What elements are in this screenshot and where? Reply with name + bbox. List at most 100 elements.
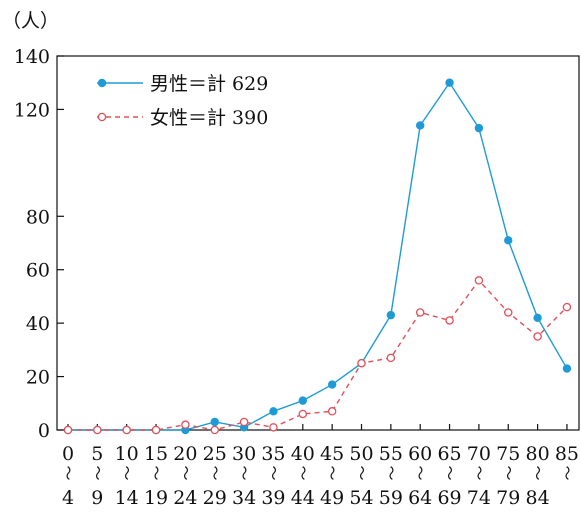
data-point-female: [298, 409, 308, 419]
data-point-female: [562, 302, 572, 312]
x-tick-label-start: 45: [320, 443, 344, 465]
x-tick-range-mark: 〜: [470, 465, 488, 480]
data-point-female: [93, 425, 102, 435]
series-line-female: [68, 279, 568, 431]
x-tick-label-end: 19: [144, 487, 168, 509]
x-tick-label-end: 74: [467, 487, 491, 509]
x-tick-label-end: 14: [115, 487, 139, 509]
x-tick-label-start: 65: [437, 443, 461, 465]
x-tick-range-mark: 〜: [59, 465, 77, 480]
data-point-male: [445, 78, 454, 87]
data-point-female: [327, 407, 337, 416]
data-point-female: [269, 423, 278, 432]
data-point-male: [562, 364, 572, 373]
series-line-male: [68, 81, 568, 431]
y-tick-label: 80: [26, 206, 50, 228]
x-tick-range-mark: 〜: [323, 465, 341, 480]
y-tick-label: 20: [26, 367, 50, 389]
x-tick-label-start: 75: [496, 443, 520, 465]
data-point-male: [474, 123, 484, 133]
x-tick-label-end: 9: [91, 487, 103, 509]
x-axis: 0〜45〜910〜1415〜1920〜2425〜2930〜3435〜3940〜4…: [59, 424, 579, 509]
x-tick-label-start: 30: [232, 443, 256, 465]
x-tick-label-start: 25: [203, 443, 227, 465]
y-tick-label: 40: [26, 313, 50, 335]
x-tick-range-mark: 〜: [206, 465, 224, 480]
data-point-female: [474, 276, 484, 285]
x-tick-label-start: 15: [144, 443, 168, 465]
x-tick-label-start: 0: [62, 443, 74, 465]
x-tick-range-mark: 〜: [88, 465, 106, 480]
x-tick-label-start: 70: [467, 443, 491, 465]
x-tick-label-end: 69: [437, 487, 461, 509]
x-tick-label-end: 59: [379, 487, 403, 509]
x-tick-label-start: 85: [555, 443, 579, 465]
data-point-female: [239, 417, 249, 427]
x-tick-range-mark: 〜: [499, 465, 517, 480]
data-point-male: [504, 236, 513, 245]
data-point-female: [415, 308, 425, 317]
x-tick-range-mark: 〜: [411, 465, 429, 480]
legend-marker-male: [97, 78, 107, 88]
legend-marker-female: [97, 112, 107, 122]
data-point-male: [386, 310, 396, 320]
x-tick-range-mark: 〜: [147, 465, 165, 480]
x-tick-label-start: 50: [349, 443, 373, 465]
x-tick-label-start: 55: [379, 443, 403, 465]
data-point-female: [63, 425, 73, 435]
legend-label-female: 女性＝計 390: [150, 107, 268, 129]
data-point-male: [210, 417, 219, 427]
x-tick-range-mark: 〜: [176, 465, 194, 480]
x-tick-label-start: 35: [261, 443, 285, 465]
x-tick-label-end: 34: [232, 487, 256, 509]
x-tick-range-mark: 〜: [353, 465, 371, 480]
data-point-female: [151, 425, 161, 435]
x-tick-range-mark: 〜: [529, 465, 547, 480]
data-point-male: [269, 407, 278, 416]
data-point-male: [327, 380, 337, 389]
x-tick-range-mark: 〜: [382, 465, 400, 480]
y-tick-label: 120: [14, 99, 50, 121]
x-tick-label-end: 79: [496, 487, 520, 509]
x-tick-label-start: 5: [91, 443, 103, 465]
x-tick-label-end: 49: [320, 487, 344, 509]
data-point-male: [298, 396, 307, 405]
y-axis: 0 20 40 60 80 120 140: [14, 46, 64, 442]
legend-label-male: 男性＝計 629: [150, 73, 268, 95]
x-tick-label-end: 29: [203, 487, 227, 509]
plot-frame: [56, 55, 580, 431]
data-point-male: [533, 313, 542, 322]
x-tick-range-mark: 〜: [118, 465, 136, 480]
data-point-female: [122, 425, 131, 435]
x-tick-range-mark: 〜: [558, 465, 576, 480]
x-tick-range-mark: 〜: [294, 465, 312, 480]
x-tick-label-end: 4: [62, 487, 74, 509]
x-tick-range-mark: 〜: [264, 465, 282, 480]
x-tick-label-end: 39: [261, 487, 285, 509]
x-tick-label-end: 64: [408, 487, 432, 509]
x-tick-range-mark: 〜: [235, 465, 253, 480]
data-point-female: [181, 420, 190, 429]
x-tick-label-start: 20: [173, 443, 197, 465]
y-unit-label: （人）: [2, 10, 59, 32]
legend: 男性＝計 629 女性＝計 390: [97, 73, 268, 129]
x-tick-label-start: 60: [408, 443, 432, 465]
y-tick-label: 60: [26, 260, 50, 282]
data-point-female: [210, 425, 219, 435]
data-point-female: [533, 332, 542, 341]
x-tick-range-mark: 〜: [441, 465, 459, 480]
x-tick-label-end: 54: [349, 487, 373, 509]
data-point-male: [416, 121, 425, 130]
y-tick-label: 140: [14, 46, 50, 68]
x-tick-label-end: 24: [173, 487, 197, 509]
data-point-female: [445, 316, 454, 325]
x-tick-label-start: 10: [115, 443, 139, 465]
x-tick-label-end: 44: [291, 487, 315, 509]
series-layer: [63, 78, 572, 435]
data-point-female: [386, 353, 396, 363]
x-tick-label-start: 40: [291, 443, 315, 465]
data-point-female: [357, 358, 366, 368]
x-tick-label-end: 84: [526, 487, 550, 509]
x-tick-label-start: 80: [526, 443, 550, 465]
